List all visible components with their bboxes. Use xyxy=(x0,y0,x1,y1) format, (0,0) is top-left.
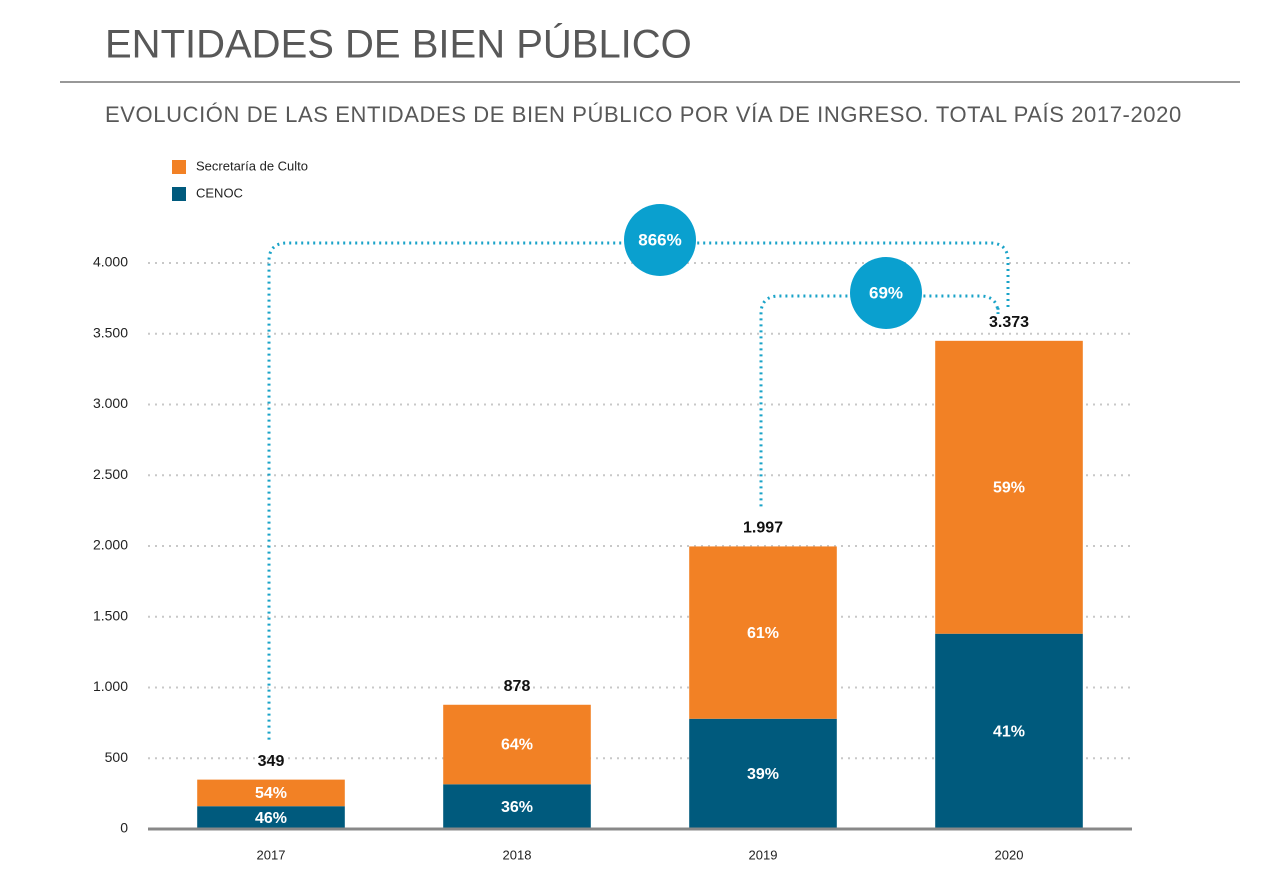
chart-subtitle: EVOLUCIÓN DE LAS ENTIDADES DE BIEN PÚBLI… xyxy=(105,102,1182,127)
y-tick-label: 4.000 xyxy=(93,254,128,270)
total-label: 349 xyxy=(258,753,285,770)
legend-swatch xyxy=(172,160,186,174)
y-tick-label: 1.500 xyxy=(93,607,128,623)
bar-segment xyxy=(689,718,837,829)
annotation-label: 69% xyxy=(869,283,903,302)
y-tick-label: 500 xyxy=(105,749,129,765)
bar-segment xyxy=(197,779,345,807)
x-tick-label: 2017 xyxy=(257,847,286,862)
total-label: 3.373 xyxy=(989,314,1029,331)
bar-segment xyxy=(443,704,591,785)
y-tick-label: 3.000 xyxy=(93,395,128,411)
annotation-connector xyxy=(759,294,1000,507)
bar-segment xyxy=(935,340,1083,634)
share-label: 39% xyxy=(747,766,779,783)
total-label: 878 xyxy=(504,678,531,695)
share-label: 36% xyxy=(501,799,533,816)
share-label: 54% xyxy=(255,785,287,802)
share-label: 61% xyxy=(747,625,779,642)
legend-label: CENOC xyxy=(196,185,243,200)
share-label: 64% xyxy=(501,737,533,754)
bar-segment xyxy=(443,784,591,829)
legend-label: Secretaría de Culto xyxy=(196,158,308,173)
y-tick-label: 1.000 xyxy=(93,678,128,694)
share-label: 41% xyxy=(993,724,1025,741)
bar-segment xyxy=(197,806,345,829)
annotation-bubble xyxy=(624,204,696,276)
share-label: 46% xyxy=(255,810,287,827)
bar-segment xyxy=(935,633,1083,829)
annotation-bubble xyxy=(850,257,922,329)
bar-segment xyxy=(689,546,837,719)
annotation-label: 866% xyxy=(638,230,681,249)
x-tick-label: 2020 xyxy=(995,847,1024,862)
share-label: 59% xyxy=(993,479,1025,496)
x-tick-label: 2018 xyxy=(503,847,532,862)
y-tick-label: 2.000 xyxy=(93,537,128,553)
y-tick-label: 0 xyxy=(120,820,128,836)
x-tick-label: 2019 xyxy=(749,847,778,862)
y-tick-label: 3.500 xyxy=(93,324,128,340)
chart-title: ENTIDADES DE BIEN PÚBLICO xyxy=(105,22,692,67)
total-label: 1.997 xyxy=(743,520,783,537)
y-tick-label: 2.500 xyxy=(93,466,128,482)
legend-swatch xyxy=(172,187,186,201)
